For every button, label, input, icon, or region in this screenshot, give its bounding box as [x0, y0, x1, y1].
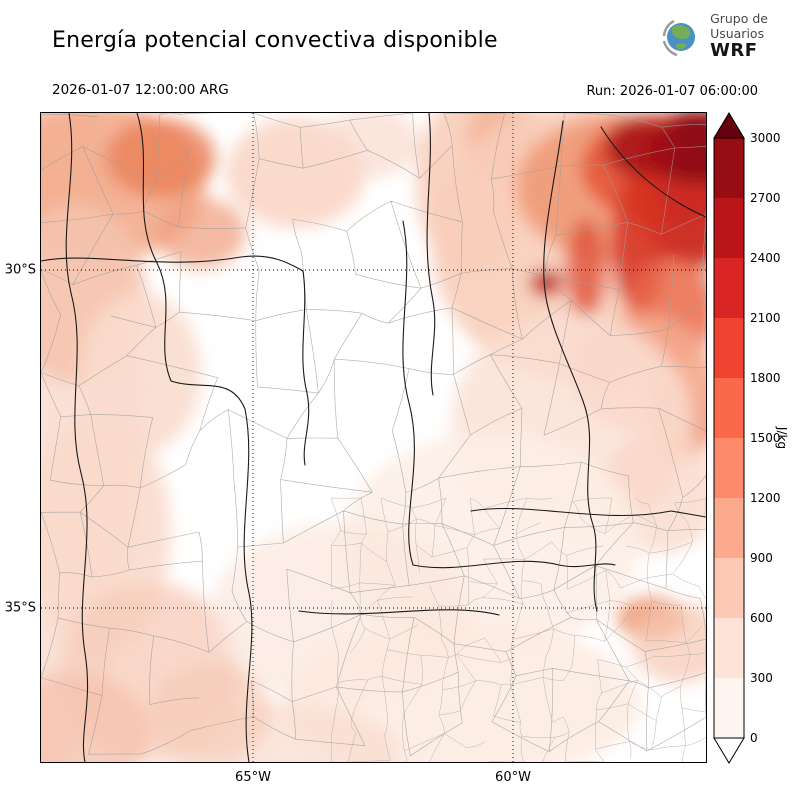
logo-text-wrf: WRF — [710, 40, 758, 62]
ytick-30s: 30°S — [4, 262, 36, 278]
page-title: Energía potencial convectiva disponible — [52, 28, 498, 53]
valid-time: 2026-01-07 12:00:00 ARG — [52, 82, 229, 98]
run-time: Run: 2026-01-07 06:00:00 — [586, 84, 758, 99]
colorbar-segment — [714, 258, 744, 318]
colorbar-tick-label: 1200 — [750, 491, 781, 505]
province-borders — [41, 113, 706, 762]
colorbar-segment — [714, 318, 744, 378]
colorbar-tick-label: 600 — [750, 611, 773, 625]
xtick-65w: 65°W — [235, 770, 271, 785]
colorbar-segment — [714, 138, 744, 198]
logo-text-line2: Usuarios — [710, 25, 765, 41]
colorbar-tick-label: 3000 — [750, 131, 781, 145]
xtick-60w: 60°W — [495, 770, 531, 785]
colorbar-segment — [714, 678, 744, 738]
colorbar-segment — [714, 438, 744, 498]
colorbar-tick-label: 2700 — [750, 191, 781, 205]
colorbar-segment — [714, 198, 744, 258]
colorbar-segment — [714, 498, 744, 558]
globe-icon — [662, 19, 696, 57]
department-borders — [41, 113, 706, 762]
colorbar — [713, 112, 745, 764]
colorbar-under-arrow — [713, 737, 745, 764]
colorbar-over-arrow — [713, 112, 745, 139]
colorbar-tick-label: 2400 — [750, 251, 781, 265]
ytick-35s: 35°S — [4, 600, 36, 616]
gridlines — [41, 113, 706, 762]
logo-text: Grupo de Usuarios WRF — [710, 11, 768, 62]
logo-text-line1: Grupo de — [710, 11, 768, 27]
colorbar-segment — [714, 618, 744, 678]
colorbar-ticks: 0 300 600 900 1200 1500 1800 2100 2400 2700 3000 — [750, 0, 790, 800]
colorbar-tick-label: 1500 — [750, 431, 781, 445]
colorbar-tick-label: 2100 — [750, 311, 781, 325]
cape-field — [41, 113, 706, 762]
colorbar-tick-label: 300 — [750, 671, 773, 685]
colorbar-segment — [714, 378, 744, 438]
colorbar-tick-label: 1800 — [750, 371, 781, 385]
map-plot — [41, 113, 706, 762]
wrf-logo: Grupo de Usuarios WRF — [656, 11, 768, 62]
map-canvas — [40, 112, 707, 763]
colorbar-segment — [714, 558, 744, 618]
colorbar-unit-label: J/kg — [775, 426, 789, 450]
colorbar-tick-label: 0 — [750, 731, 758, 745]
colorbar-tick-label: 900 — [750, 551, 773, 565]
